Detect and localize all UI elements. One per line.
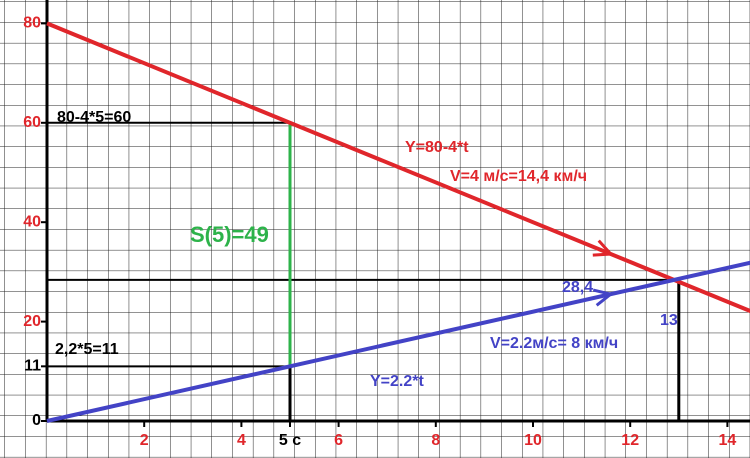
annotation: Y=80-4*t bbox=[405, 139, 469, 156]
x-tick-label: 12 bbox=[621, 432, 639, 449]
arrow-head bbox=[592, 288, 615, 307]
x-tick-label: 14 bbox=[719, 432, 737, 449]
x-tick-label: 5 с bbox=[279, 432, 301, 449]
line-series bbox=[46, 260, 750, 423]
x-tick-label: 4 bbox=[237, 432, 246, 449]
annotation: S(5)=49 bbox=[190, 222, 269, 247]
y-tick-label: 11 bbox=[24, 358, 41, 375]
annotation: 13 bbox=[660, 312, 678, 329]
annotation: 80-4*5=60 bbox=[57, 109, 131, 126]
y-tick-label: 20 bbox=[23, 313, 41, 330]
annotation: 2,2*5=11 bbox=[55, 341, 119, 358]
y-tick-label: 40 bbox=[23, 213, 41, 230]
x-tick-label: 10 bbox=[524, 432, 542, 449]
annotation: V=4 м/с=14,4 км/ч bbox=[450, 168, 587, 185]
line-series bbox=[46, 21, 750, 314]
x-tick-label: 2 bbox=[140, 432, 149, 449]
annotation: Y=2.2*t bbox=[370, 373, 424, 390]
annotation: 28,4 bbox=[562, 279, 593, 296]
x-tick-label: 8 bbox=[431, 432, 440, 449]
arrow-head bbox=[592, 239, 614, 257]
y-tick-label: 0 bbox=[32, 412, 41, 429]
x-tick-label: 6 bbox=[334, 432, 343, 449]
y-tick-label: 80 bbox=[23, 15, 41, 32]
annotation: V=2.2м/с= 8 км/ч bbox=[490, 335, 618, 352]
y-tick-label: 60 bbox=[23, 114, 41, 131]
